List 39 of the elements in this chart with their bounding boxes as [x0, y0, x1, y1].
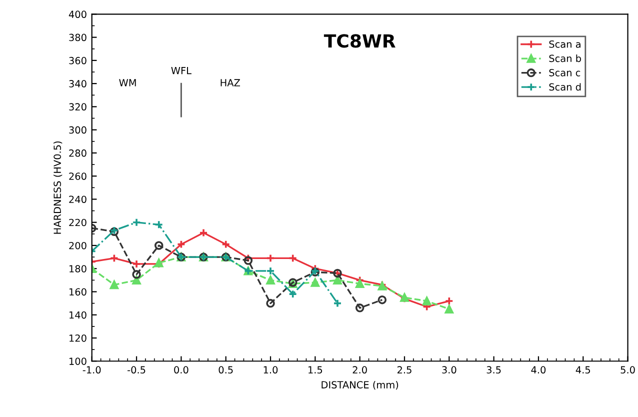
ref-line-label: WFL: [171, 67, 192, 74]
y-tick-label: 320: [69, 103, 86, 111]
y-tick-label: 100: [70, 358, 86, 365]
annotation: HAZ: [220, 79, 240, 86]
legend-label: Scan a: [549, 40, 580, 48]
y-tick-label: 300: [69, 126, 86, 134]
y-tick-label: 140: [70, 311, 86, 319]
annotation: WM: [119, 79, 136, 86]
y-tick-label: 120: [70, 334, 86, 342]
x-tick-label: 3.5: [486, 366, 501, 374]
y-axis-title: HARDNESS (HV0.5): [54, 141, 62, 234]
x-tick-label: -0.5: [128, 366, 146, 374]
legend-label: Scan b: [549, 54, 581, 62]
y-tick-label: 160: [70, 288, 86, 296]
y-tick-label: 180: [70, 265, 86, 272]
legend-label: Scan c: [549, 68, 580, 76]
y-tick-label: 200: [69, 242, 86, 250]
x-tick-label: 4.0: [531, 366, 546, 374]
y-tick-label: 260: [69, 172, 86, 180]
y-tick-label: 360: [69, 56, 86, 64]
x-tick-label: -1.0: [82, 366, 101, 374]
x-tick-label: 2.0: [352, 366, 367, 374]
x-tick-label: 1.5: [308, 366, 322, 374]
y-tick-label: 280: [69, 149, 86, 157]
y-tick-label: 400: [68, 10, 86, 18]
y-tick-label: 380: [69, 34, 86, 42]
x-tick-label: 1.0: [264, 366, 278, 374]
x-tick-label: 3.0: [442, 366, 456, 374]
y-tick-label: 340: [69, 80, 86, 88]
x-tick-label: 2.5: [397, 366, 412, 374]
x-axis-title: DISTANCE (mm): [322, 380, 398, 390]
x-tick-label: 0.0: [174, 366, 188, 374]
y-tick-label: 240: [69, 196, 86, 204]
x-tick-label: 4.5: [576, 366, 590, 374]
x-tick-label: 0.5: [218, 366, 233, 374]
text: TC8WR: [324, 34, 396, 48]
x-tick-label: 5.0: [620, 366, 635, 374]
legend-label: Scan d: [549, 83, 581, 91]
y-tick-label: 220: [69, 218, 86, 226]
